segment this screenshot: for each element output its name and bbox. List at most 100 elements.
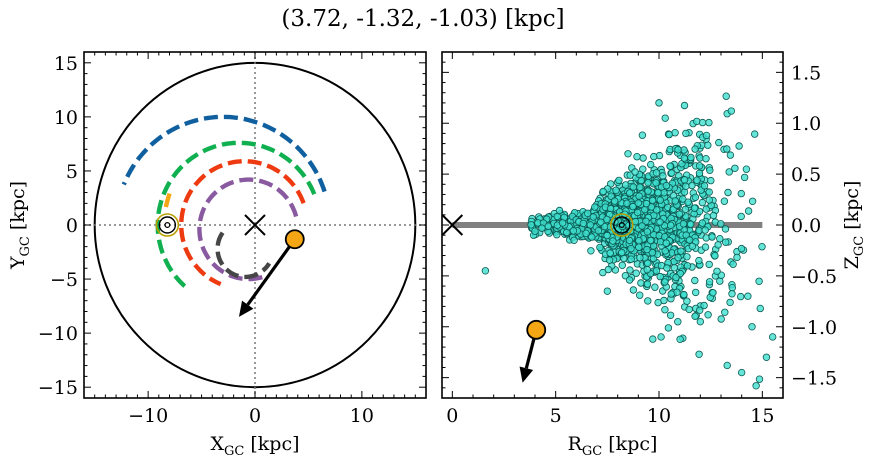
star-point [634,199,642,207]
star-point [721,225,730,233]
sun-dot [164,222,171,229]
star-point [676,335,684,343]
star-point [696,154,704,162]
star-point [674,318,682,326]
star-point [762,353,771,361]
y-tick-label: −1.5 [791,368,837,390]
y-axis-label: YGC [kpc] [7,181,33,270]
star-point [538,224,546,232]
spiral-arm-4 [197,177,299,282]
star-point [721,308,729,316]
star-point [661,247,669,255]
star-point [768,333,777,341]
star-point [642,217,650,225]
star-point [701,226,709,234]
star-point [569,227,578,235]
star-point [679,195,687,203]
star-point [646,236,655,245]
star-point [618,261,626,269]
star-point [635,243,643,251]
star-point [635,192,643,200]
star-point [705,196,713,204]
star-point [629,202,637,211]
star-point [674,254,682,262]
star-point [695,169,704,177]
star-point [664,324,673,332]
star-point [684,198,692,206]
star-point [691,276,699,285]
star-point [714,241,722,249]
star-point [755,375,764,383]
star-point [685,236,694,244]
star-point [702,131,711,140]
star-point [599,187,607,196]
y-axis-label: ZGC [kpc] [841,181,867,270]
star-point [751,130,759,138]
star-point [655,99,663,107]
star-point [636,291,644,299]
star-point [729,260,737,268]
star-point [558,219,567,227]
star-point [700,301,708,310]
star-point [589,213,597,221]
star-point [652,267,661,275]
star-point [680,101,689,110]
star-point [606,204,615,213]
star-point [579,219,587,228]
star-point [707,176,715,185]
star-point [607,192,615,200]
star-point [638,222,646,230]
star-point [682,231,690,239]
star-point [654,188,662,197]
star-point [625,276,634,284]
star-point [695,256,703,265]
x-axis-label: RGC [kpc] [568,433,658,459]
star-point [635,236,643,245]
star-point [639,165,647,173]
spiral-arm-6 [162,192,172,213]
star-point [720,197,729,205]
right-panel-rz: 0 5 10 15 −1.5 −1.0 −0.5 0.0 0.5 1.0 1.5 RGC [kpc] Z… [441,51,867,459]
star-point [702,154,710,163]
star-point [627,255,635,263]
star-point [717,220,725,228]
star-point [657,333,665,341]
star-point [624,150,632,158]
star-point [715,138,723,147]
star-point [587,247,595,255]
star-point [682,129,690,138]
star-point [748,323,756,331]
star-point [597,218,605,226]
y-tick-label: −0.5 [791,266,837,288]
star-point [594,226,603,235]
x-tick-label: 10 [647,405,671,427]
star-point [654,298,662,307]
y-tick-label: 0.5 [791,164,821,186]
star-point [622,181,630,189]
star-point [626,189,634,197]
star-point [643,266,651,274]
star-cloud [481,92,777,390]
star-point [731,164,739,172]
star-point [700,182,709,190]
velocity-arrow-shaft [246,238,297,306]
y-tick-label: 15 [54,53,78,75]
star-point [672,273,680,282]
star-point [668,169,676,177]
star-point [709,289,717,297]
star-point [633,152,641,161]
star-point [527,221,535,229]
star-point [629,286,638,294]
star-point [632,269,640,277]
star-point [644,297,652,305]
star-point [744,207,753,215]
x-tick-label: 5 [550,405,562,427]
star-point [603,231,611,240]
star-point [623,199,631,207]
star-point [650,152,658,161]
star-point [667,221,675,229]
y-tick-label: −10 [38,323,78,345]
velocity-arrow-head [238,300,254,317]
star-point [661,306,669,314]
star-point [735,142,743,150]
